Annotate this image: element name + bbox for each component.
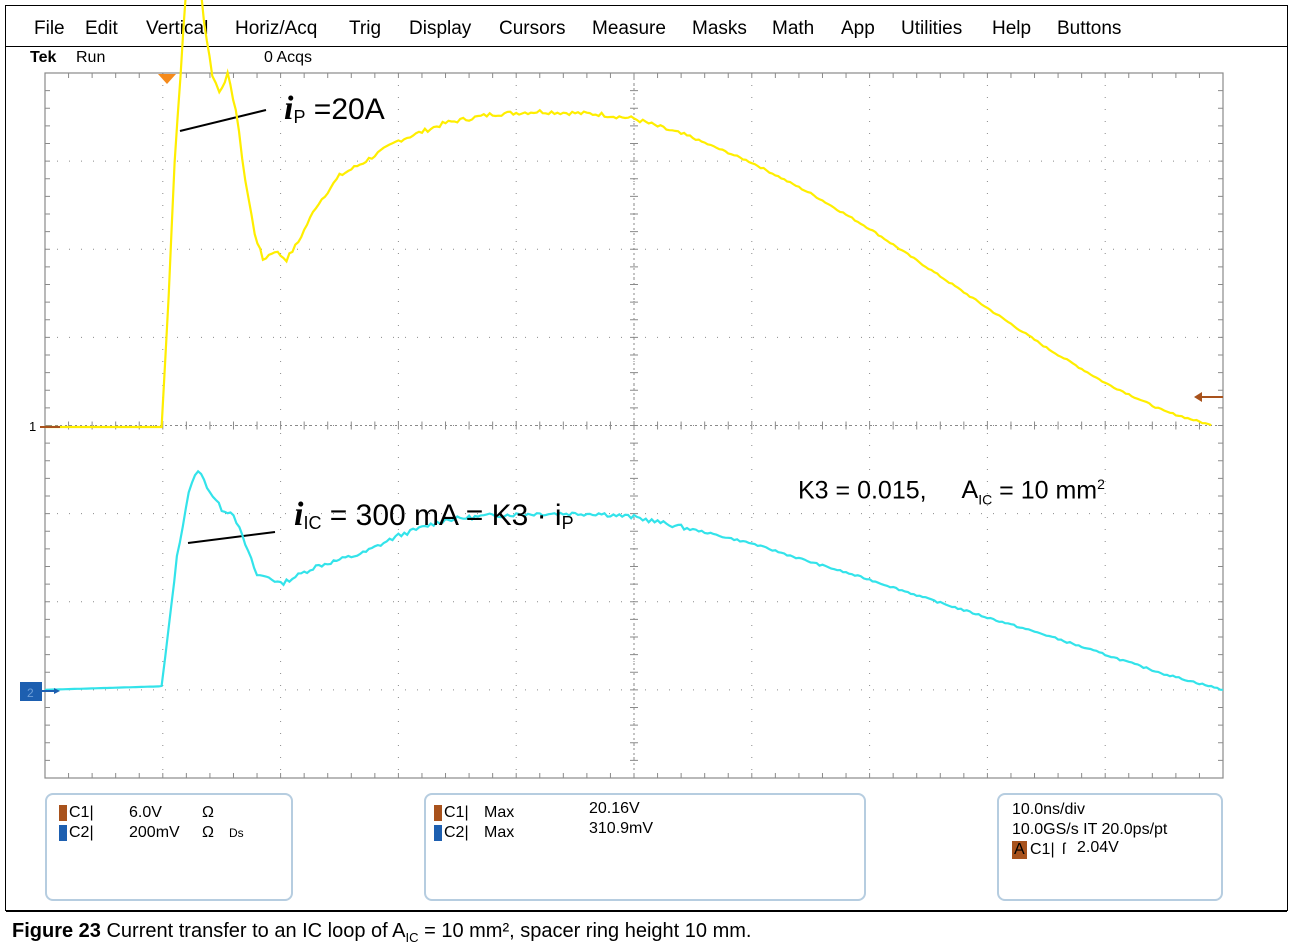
graticule [44,72,1224,779]
m1-type: Max [484,804,515,821]
timebase-panel[interactable]: 10.0ns/div 10.0GS/s IT 20.0ps/pt A C1| ſ… [997,793,1223,901]
menu-trig[interactable]: Trig [349,18,382,39]
iic-annotation: iIC = 300 mA = K3 · iP [294,496,574,534]
trigger-slope-icon: ſ [1062,841,1066,858]
menu-help[interactable]: Help [992,18,1032,39]
menu-bar: File Edit Vertical Horiz/Acq Trig Displa… [6,6,1287,46]
svg-text:2: 2 [27,686,34,700]
caption-sub: IC [405,930,419,945]
figure-border [5,5,1288,911]
ch1-swatch [59,805,67,821]
k3-annotation: K3 = 0.015, AIC = 10 mm2 [798,476,1105,508]
ch2-swatch [59,825,67,841]
menu-display[interactable]: Display [409,18,472,39]
brand-label: Tek [30,49,57,66]
horizontal-scale[interactable]: 10.0ns/div [1012,801,1085,818]
menu-utilities[interactable]: Utilities [901,18,963,39]
acquisition-status-bar: Tek Run 0 Acqs [6,46,1287,69]
trigger-mode-badge: A [1012,841,1027,859]
caption-text-post: = 10 mm², spacer ring height 10 mm. [418,920,752,942]
figure-caption: Figure 23 Current transfer to an IC loop… [6,911,1287,945]
ch1-scale[interactable]: 6.0V [129,804,162,821]
menu-measure[interactable]: Measure [592,18,666,39]
menu-cursors[interactable]: Cursors [499,18,566,39]
figure-number: Figure 23 [12,920,101,942]
trigger-level[interactable]: 2.04V [1077,839,1119,856]
menu-math[interactable]: Math [772,18,815,39]
ip-annotation: iP =20A [284,90,385,128]
trigger-source: C1| [1030,841,1055,858]
sample-rate: 10.0GS/s IT 20.0ps/pt [1012,821,1168,838]
ch1-label: C1| [69,804,94,821]
measurement-panel[interactable]: C1| Max 20.16V C2| Max 310.9mV [424,793,866,901]
m2-type: Max [484,824,515,841]
ch2-extra: Ds [229,826,244,840]
channel-settings-panel[interactable]: C1| 6.0V Ω C2| 200mV Ω Ds [45,793,293,901]
ch2-impedance: Ω [202,824,214,841]
trigger-position-marker[interactable] [158,74,176,84]
m1-value: 20.16V [589,800,640,817]
ch2-waveform [44,469,1224,691]
m2-value: 310.9mV [589,820,654,837]
ch2-label: C2| [69,824,94,841]
acquisition-count: 0 Acqs [264,49,313,66]
ip-leader-line [179,109,267,132]
menu-file[interactable]: File [34,18,65,39]
m2-swatch [434,825,442,841]
ch1-ground-marker[interactable]: 1 [29,419,36,434]
caption-text-pre: Current transfer to an IC loop of A [100,920,406,942]
ch1-impedance: Ω [202,804,214,821]
menu-app[interactable]: App [841,18,875,39]
menu-edit[interactable]: Edit [85,18,118,39]
ch2-scale[interactable]: 200mV [129,824,180,841]
m2-channel: C2| [444,824,469,841]
m1-swatch [434,805,442,821]
iic-leader-line [187,531,276,544]
run-state[interactable]: Run [76,49,106,66]
trigger-level-arrow-icon[interactable] [1194,392,1223,402]
ch1-waveform [45,0,1212,429]
ch2-ground-marker[interactable]: 2 [20,682,60,701]
menu-masks[interactable]: Masks [692,18,747,39]
m1-channel: C1| [444,804,469,821]
menu-vertical[interactable]: Vertical [146,18,209,39]
menu-buttons[interactable]: Buttons [1057,18,1122,39]
menu-horiz-acq[interactable]: Horiz/Acq [235,18,318,39]
